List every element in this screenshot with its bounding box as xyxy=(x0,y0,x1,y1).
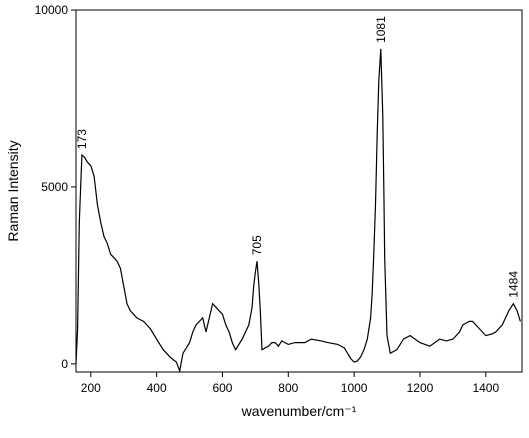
x-tick-label: 1400 xyxy=(472,381,499,395)
y-tick-label: 10000 xyxy=(35,3,69,17)
peak-label: 705 xyxy=(250,235,264,255)
x-tick-label: 1000 xyxy=(341,381,368,395)
y-axis-label: Raman Intensity xyxy=(5,140,21,241)
x-axis-label: wavenumber/cm⁻¹ xyxy=(241,403,357,419)
peak-label: 1484 xyxy=(506,271,520,298)
plot-frame xyxy=(75,9,523,373)
spectrum-line xyxy=(75,48,521,374)
x-tick-label: 800 xyxy=(278,381,298,395)
x-tick-label: 400 xyxy=(147,381,167,395)
peak-label: 173 xyxy=(75,129,89,149)
x-tick-label: 200 xyxy=(81,381,101,395)
y-tick-label: 0 xyxy=(61,357,68,371)
y-tick-label: 5000 xyxy=(41,180,68,194)
x-tick-label: 1200 xyxy=(407,381,434,395)
x-tick-label: 600 xyxy=(212,381,232,395)
peak-label: 1081 xyxy=(374,16,388,43)
